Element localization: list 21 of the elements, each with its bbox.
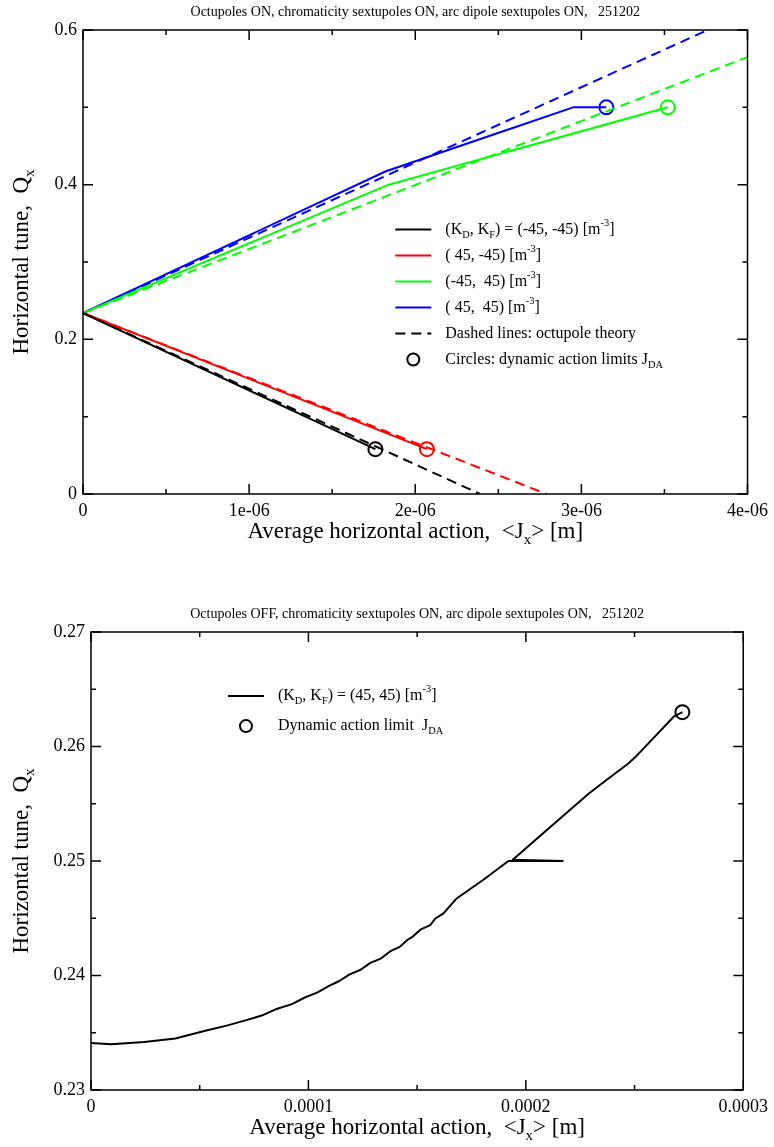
x-tick-label: 0.0002: [501, 1095, 551, 1116]
x-tick-label: 0.0001: [283, 1095, 334, 1116]
y-tick-label: 0.6: [54, 18, 77, 39]
y-tick-label: 0.24: [53, 964, 85, 985]
x-tick-label: 2e-06: [394, 499, 436, 520]
y-tick-label: 0.25: [53, 849, 85, 870]
x-tick-label: 4e-06: [727, 499, 768, 520]
x-tick-label: 1e-06: [228, 499, 270, 520]
y-tick-label: 0.23: [53, 1078, 85, 1099]
x-tick-label: 0.0003: [718, 1095, 768, 1116]
y-axis-title: Horizontal tune, Qx: [8, 767, 37, 954]
chart-title: Octupoles ON, chromaticity sextupoles ON, arc dipole sextupoles ON, 251202: [190, 3, 640, 19]
y-tick-label: 0.4: [54, 173, 77, 194]
y-tick-label: 0.26: [53, 735, 85, 756]
y-tick-label: 0.27: [53, 620, 85, 641]
x-tick-label: 3e-06: [560, 499, 602, 520]
y-tick-label: 0: [68, 482, 77, 503]
chart-title: Octupoles OFF, chromaticity sextupoles ON, arc dipole sextupoles ON, 251202: [190, 605, 645, 621]
y-tick-label: 0.2: [54, 328, 77, 349]
y-axis-title: Horizontal tune, Qx: [8, 168, 37, 355]
legend-label: Dashed lines: octupole theory: [445, 323, 636, 342]
